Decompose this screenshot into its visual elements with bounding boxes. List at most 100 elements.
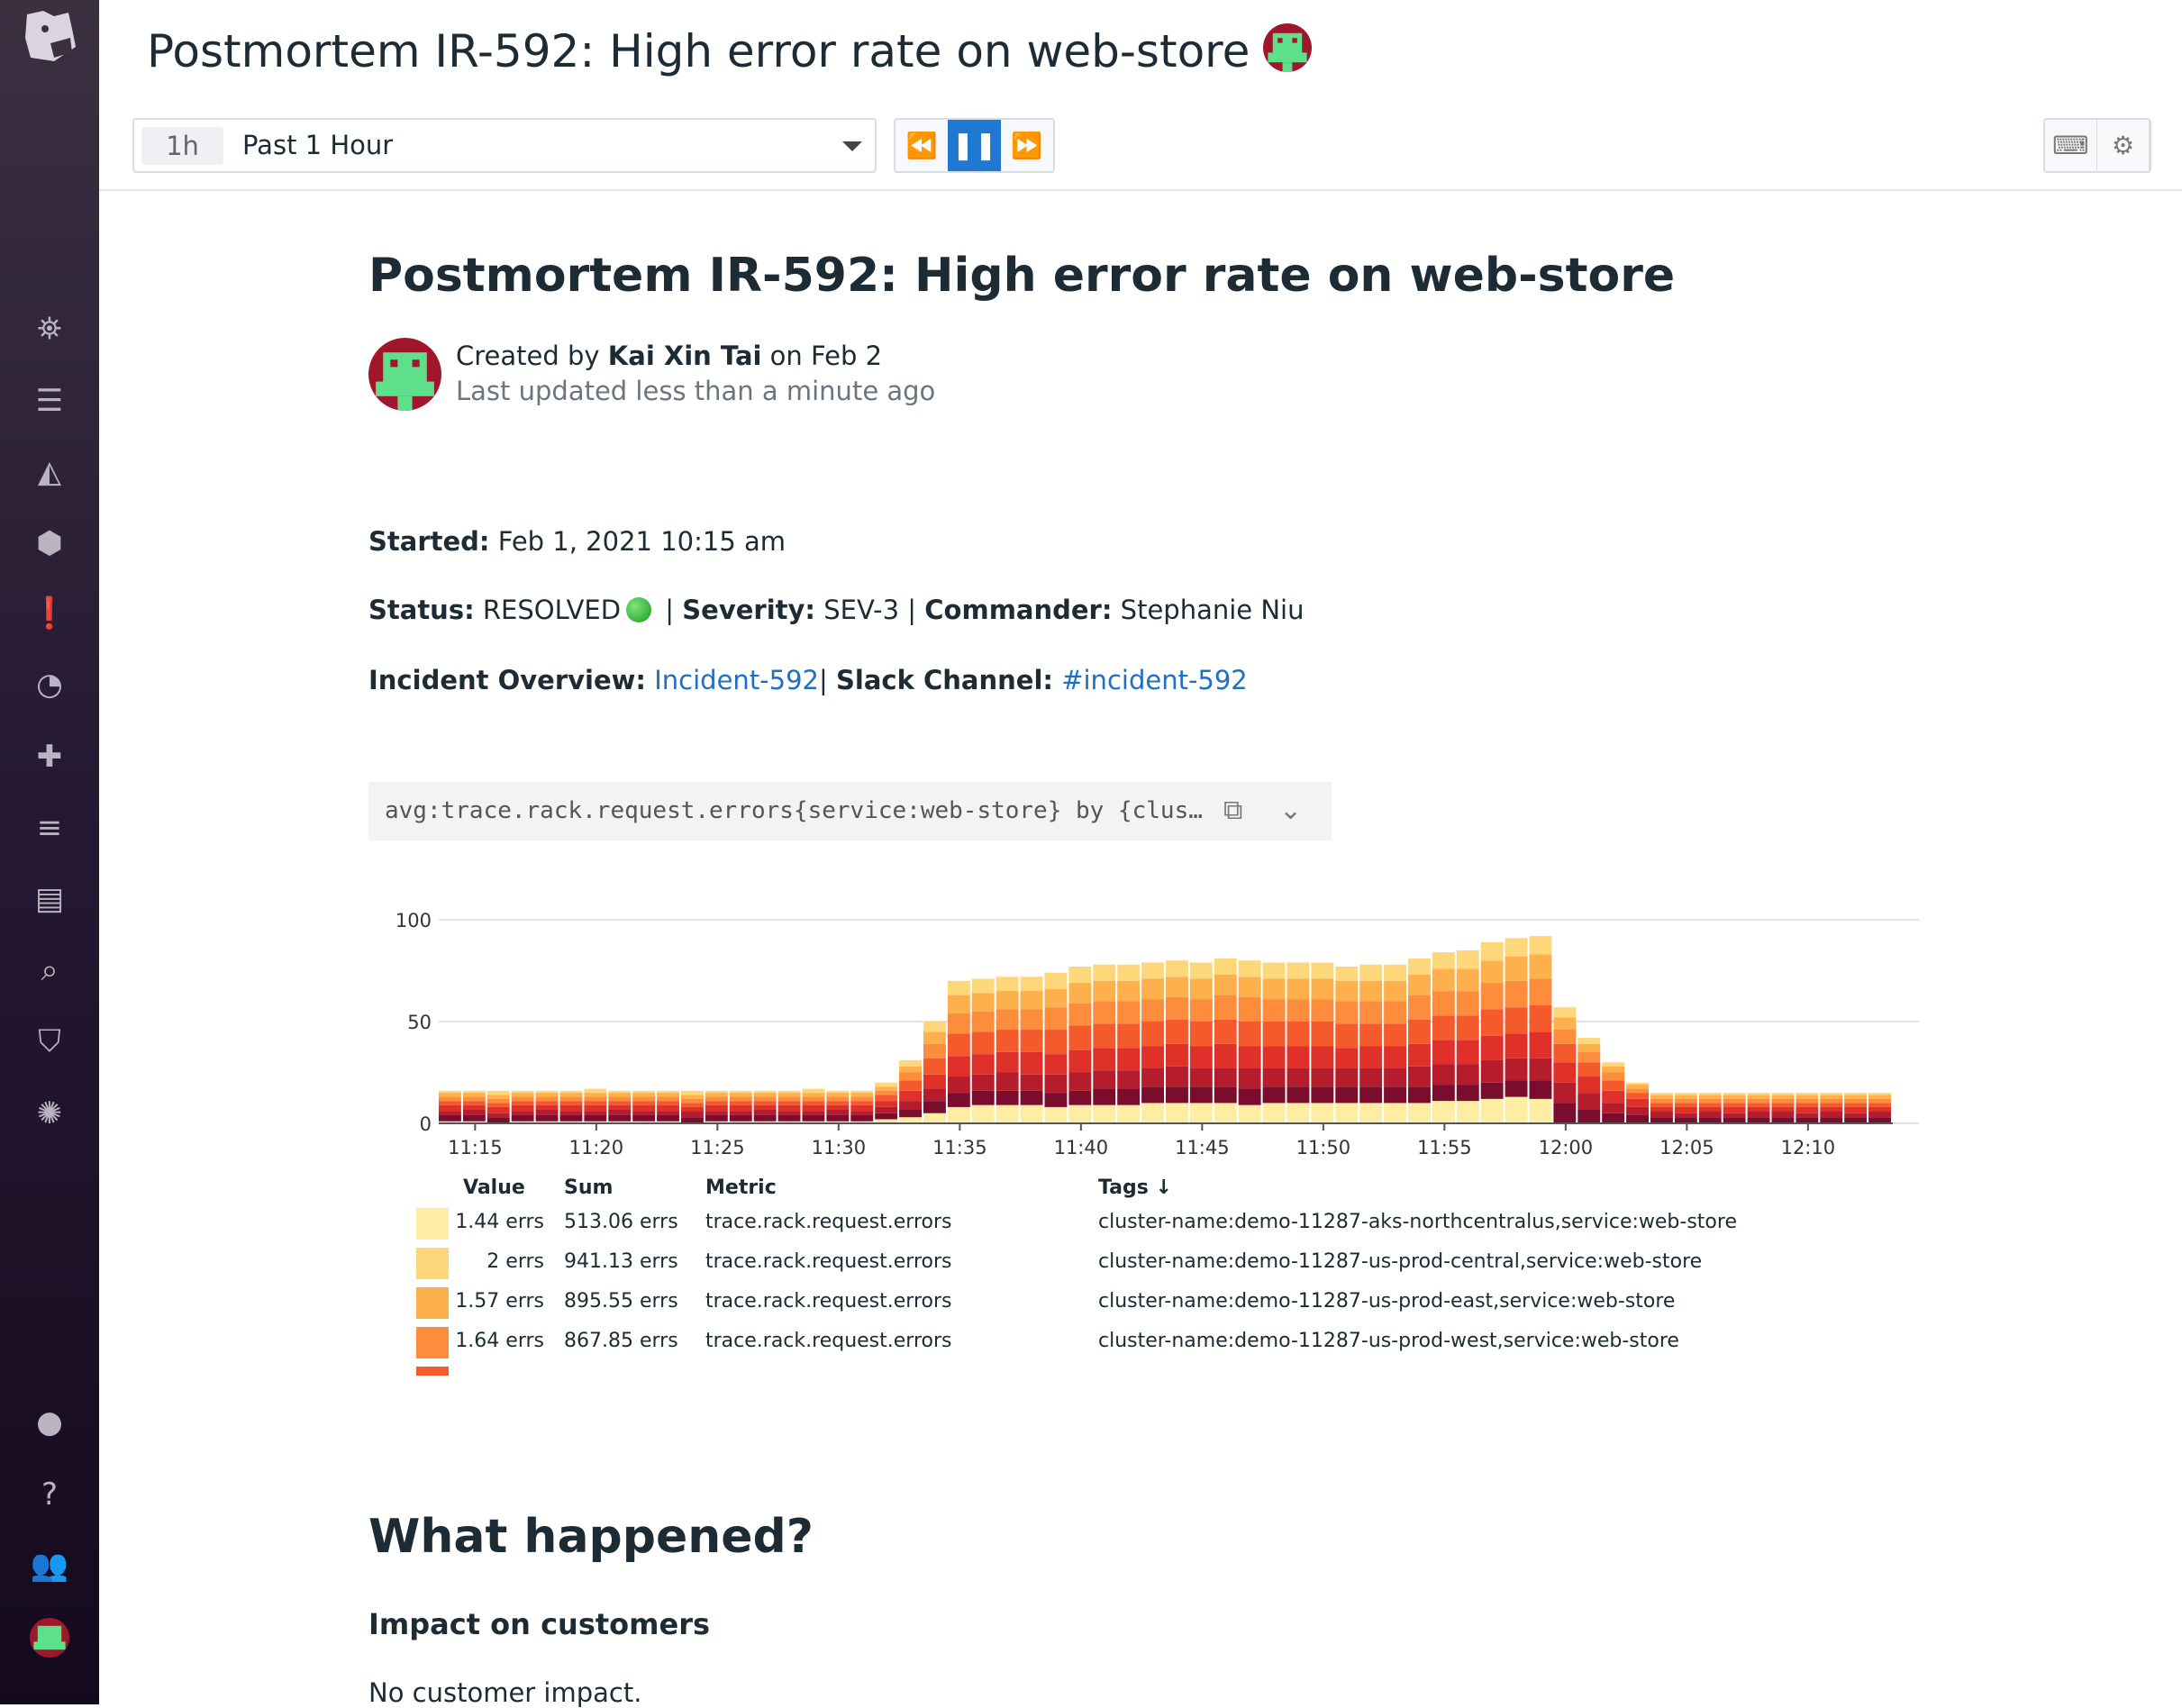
fast-forward-icon: ⏩ bbox=[1011, 131, 1043, 160]
bar-segment bbox=[1868, 1117, 1891, 1123]
metric-query: avg:trace.rack.request.errors{service:we… bbox=[368, 782, 1332, 840]
area-chart-icon[interactable]: ◭ bbox=[37, 454, 62, 490]
bar-segment bbox=[1432, 1085, 1455, 1102]
bar-segment bbox=[1456, 1064, 1479, 1086]
alert-icon[interactable]: ❗ bbox=[30, 595, 69, 631]
bar-segment bbox=[826, 1114, 850, 1122]
bar-segment bbox=[1650, 1106, 1673, 1112]
binoculars-icon[interactable]: ⛯ bbox=[37, 311, 62, 347]
bar-segment bbox=[1166, 1086, 1188, 1104]
bar-segment bbox=[826, 1121, 850, 1123]
bar-segment bbox=[439, 1096, 461, 1102]
filter-icon[interactable]: ≡ bbox=[36, 810, 63, 846]
bar-segment bbox=[996, 1090, 1019, 1105]
incident-overview-link[interactable]: Incident-592 bbox=[654, 665, 820, 695]
bar-segment bbox=[1335, 1086, 1359, 1104]
legend-metric: trace.rack.request.errors bbox=[705, 1290, 952, 1313]
hexagons-icon[interactable]: ⬢ bbox=[36, 525, 63, 561]
list-icon[interactable]: ☰ bbox=[35, 383, 64, 419]
fast-forward-button[interactable]: ⏩ bbox=[1001, 120, 1053, 171]
puzzle-icon[interactable]: ✚ bbox=[36, 739, 63, 775]
bar-segment bbox=[1626, 1093, 1649, 1099]
bar-segment bbox=[1311, 1103, 1334, 1123]
copy-icon[interactable]: ⧉ bbox=[1223, 795, 1243, 826]
bar-segment bbox=[971, 1054, 995, 1075]
x-tick-label: 12:05 bbox=[1659, 1137, 1714, 1158]
legend-value: 1.44 errs bbox=[455, 1211, 544, 1233]
bar-segment bbox=[1408, 975, 1431, 995]
gauge-icon[interactable]: ◔ bbox=[36, 667, 63, 703]
created-prefix: Created by bbox=[456, 341, 608, 371]
bar-segment bbox=[1141, 1046, 1164, 1068]
bar-segment bbox=[1189, 1068, 1213, 1087]
settings-button[interactable]: ⚙ bbox=[2097, 120, 2150, 171]
bar-segment bbox=[1432, 1015, 1455, 1040]
bar-segment bbox=[1771, 1106, 1795, 1112]
bar-segment bbox=[608, 1096, 632, 1102]
bar-segment bbox=[1286, 1086, 1310, 1104]
bar-segment bbox=[1505, 980, 1528, 1008]
time-range-select[interactable]: 1h Past 1 Hour bbox=[132, 118, 877, 173]
chat-icon[interactable]: ● bbox=[36, 1404, 63, 1440]
status-green-dot-icon bbox=[626, 597, 652, 622]
bar-segment bbox=[971, 1090, 995, 1105]
bar-segment bbox=[1553, 1030, 1577, 1044]
bar-segment bbox=[1335, 1103, 1359, 1123]
bar-segment bbox=[1602, 1062, 1625, 1067]
rewind-icon: ⏪ bbox=[905, 131, 938, 160]
users-icon[interactable]: 👥 bbox=[30, 1548, 69, 1584]
bar-segment bbox=[1602, 1103, 1625, 1113]
bar-segment bbox=[753, 1109, 777, 1115]
bar-segment bbox=[1068, 1072, 1092, 1091]
bar-segment bbox=[1650, 1093, 1673, 1095]
bar-segment bbox=[753, 1101, 777, 1105]
legend-header: Value bbox=[463, 1177, 525, 1199]
bar-segment bbox=[1044, 988, 1068, 1008]
bar-segment bbox=[1674, 1103, 1697, 1107]
keyboard-shortcuts-button[interactable]: ⌨ bbox=[2045, 120, 2097, 171]
bar-segment bbox=[1432, 968, 1455, 992]
bar-segment bbox=[1796, 1098, 1819, 1104]
bar-segment bbox=[875, 1106, 898, 1113]
x-tick-label: 11:50 bbox=[1296, 1137, 1351, 1158]
x-tick-label: 12:10 bbox=[1781, 1137, 1836, 1158]
bar-segment bbox=[584, 1101, 607, 1105]
bar-segment bbox=[923, 1074, 946, 1089]
chevron-down-icon[interactable]: ⌄ bbox=[1279, 795, 1303, 826]
bar-segment bbox=[632, 1111, 656, 1115]
bar-segment bbox=[1796, 1095, 1819, 1099]
bar-segment bbox=[1723, 1093, 1746, 1095]
bar-segment bbox=[1214, 1086, 1237, 1104]
bar-segment bbox=[439, 1090, 461, 1094]
search-log-icon[interactable]: ⌕ bbox=[41, 952, 59, 988]
help-icon[interactable]: ? bbox=[41, 1476, 59, 1513]
bar-segment bbox=[1286, 1103, 1310, 1123]
bar-segment bbox=[899, 1101, 922, 1110]
rewind-button[interactable]: ⏪ bbox=[896, 120, 948, 171]
bar-segment bbox=[875, 1086, 898, 1091]
bar-segment bbox=[439, 1114, 461, 1122]
bar-segment bbox=[486, 1095, 510, 1099]
slack-channel-link[interactable]: #incident-592 bbox=[1061, 665, 1248, 695]
legend-value: 2 errs bbox=[486, 1250, 544, 1273]
bar-segment bbox=[1093, 1070, 1116, 1089]
datadog-logo[interactable] bbox=[18, 7, 81, 67]
notebook-icon[interactable]: ▤ bbox=[34, 881, 65, 917]
pause-button[interactable]: ❚❚ bbox=[948, 120, 1001, 171]
network-icon[interactable]: ✺ bbox=[36, 1095, 63, 1131]
bar-segment bbox=[1698, 1106, 1722, 1112]
shield-icon[interactable]: ⛉ bbox=[38, 1023, 61, 1059]
bar-segment bbox=[875, 1113, 898, 1120]
bar-segment bbox=[1505, 938, 1528, 957]
bar-segment bbox=[996, 1051, 1019, 1073]
bar-segment bbox=[753, 1104, 777, 1110]
author-avatar bbox=[368, 338, 441, 411]
bar-segment bbox=[705, 1121, 728, 1123]
bar-segment bbox=[753, 1114, 777, 1122]
sidebar-avatar[interactable] bbox=[28, 1616, 71, 1659]
bar-segment bbox=[1020, 1051, 1043, 1075]
header-avatar[interactable] bbox=[1263, 23, 1312, 72]
bar-segment bbox=[1166, 1066, 1188, 1087]
bar-segment bbox=[971, 978, 995, 994]
bar-segment bbox=[462, 1090, 486, 1094]
